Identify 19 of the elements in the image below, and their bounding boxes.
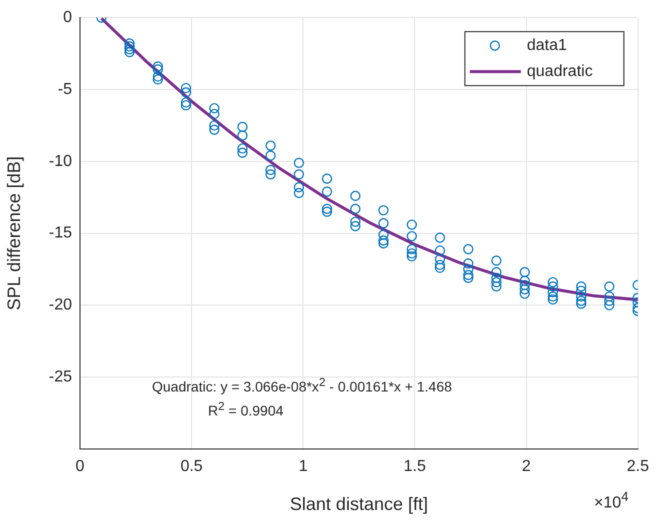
x-tick-label: 1 [298, 458, 308, 476]
legend-label: quadratic [526, 63, 593, 80]
x-tick-label: 0.5 [180, 458, 203, 476]
y-tick-label: -5 [58, 80, 72, 98]
x-tick-label: 1.5 [404, 458, 426, 476]
y-tick-label: -10 [48, 152, 72, 170]
x-tick-label: 2 [522, 458, 531, 476]
y-tick-label: -25 [48, 368, 72, 386]
annotation: Quadratic: y = 3.066e-08*x$^{2}$ - 0.00161*x + 1.468 [152, 376, 452, 395]
x-axis-title: Slant distance [ft] [290, 494, 428, 514]
x-tick-label: 0 [76, 458, 85, 476]
y-tick-label: -20 [48, 296, 72, 314]
text: ×10$^{4}$ [594, 489, 629, 512]
y-tick-label: 0 [63, 9, 72, 26]
y-axis-title: SPL difference [dB] [4, 156, 24, 310]
annotation: R$^{2}$ = 0.9904 [208, 400, 284, 419]
x-tick-label: 2.5 [626, 458, 650, 476]
y-tick-label: -15 [48, 224, 72, 242]
legend-label: data1 [526, 37, 568, 54]
